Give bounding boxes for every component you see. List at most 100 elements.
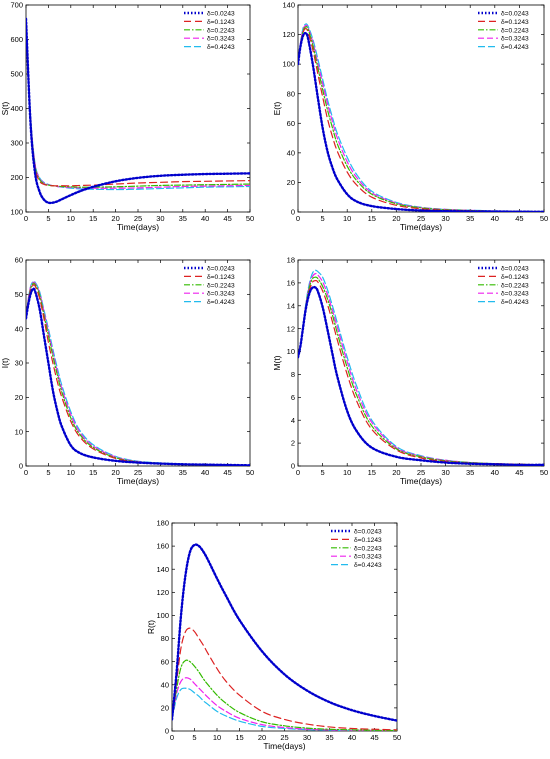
legend-label: δ=0.0243 <box>501 11 529 18</box>
legend-label: δ=0.2243 <box>501 27 529 34</box>
x-tick-label: 0 <box>24 468 28 477</box>
chart-panel-5: 0 5 10 15 20 25 30 35 40 45 50 0 20 40 60 80 100 120 140 16… <box>146 519 401 751</box>
series-group <box>26 280 250 466</box>
x-tick-label: 20 <box>392 214 400 223</box>
series-group <box>26 17 250 205</box>
legend-label: δ=0.0243 <box>207 11 235 18</box>
legend-label: δ=0.3243 <box>501 291 529 298</box>
legend-label: δ=0.4243 <box>501 44 529 51</box>
x-tick-label: 30 <box>303 733 311 742</box>
x-tick-label: 45 <box>223 468 231 477</box>
y-tick-label: 120 <box>282 30 295 39</box>
y-tick-label: 600 <box>10 35 23 44</box>
series-line-2 <box>298 27 544 212</box>
axes-box <box>297 4 545 213</box>
legend-label: δ=0.1243 <box>207 274 235 281</box>
legend-label: δ=0.3243 <box>501 36 529 43</box>
y-tick-label: 500 <box>10 70 23 79</box>
y-tick-label: 30 <box>15 359 23 368</box>
y-tick-label: 180 <box>156 519 169 528</box>
series-line-3 <box>172 659 397 731</box>
x-tick-label: 20 <box>111 214 119 223</box>
series-line-5 <box>172 687 397 731</box>
legend-label: δ=0.3243 <box>354 554 382 561</box>
legend-label: δ=0.4243 <box>354 562 382 569</box>
y-tick-label: 2 <box>291 439 295 448</box>
series-line-4 <box>172 677 397 731</box>
y-tick-label: 120 <box>156 588 169 597</box>
x-tick-label: 25 <box>417 468 425 477</box>
y-tick-label: 20 <box>287 178 295 187</box>
x-tick-label: 10 <box>343 214 351 223</box>
y-tick-label: 20 <box>161 703 169 712</box>
x-tick-label: 5 <box>192 733 196 742</box>
x-tick-label: 10 <box>67 214 75 223</box>
series-line-2 <box>26 18 250 187</box>
y-tick-label: 50 <box>15 290 23 299</box>
y-tick-label: 160 <box>156 542 169 551</box>
y-tick-label: 0 <box>19 462 23 471</box>
x-axis-label: Time(days) <box>400 476 442 486</box>
x-tick-label: 50 <box>246 468 254 477</box>
x-tick-label: 0 <box>24 214 28 223</box>
x-tick-label: 15 <box>368 468 376 477</box>
y-tick-label: 400 <box>10 104 23 113</box>
x-tick-label: 0 <box>170 733 174 742</box>
y-tick-label: 4 <box>291 416 295 425</box>
x-axis-label: Time(days) <box>117 476 159 486</box>
series-group <box>298 23 544 212</box>
y-tick-label: 80 <box>161 634 169 643</box>
y-tick-label: 60 <box>161 657 169 666</box>
x-tick-label: 25 <box>134 214 142 223</box>
legend-label: δ=0.4243 <box>207 299 235 306</box>
x-tick-label: 30 <box>441 214 449 223</box>
x-tick-label: 25 <box>417 214 425 223</box>
x-tick-label: 0 <box>296 468 300 477</box>
x-tick-label: 35 <box>179 214 187 223</box>
y-tick-label: 140 <box>156 565 169 574</box>
x-tick-label: 10 <box>343 468 351 477</box>
y-tick-label: 40 <box>15 324 23 333</box>
legend-label: δ=0.1243 <box>501 19 529 26</box>
y-tick-label: 0 <box>165 727 169 736</box>
x-axis-label: Time(days) <box>263 741 305 751</box>
axes-box <box>171 522 398 732</box>
x-tick-label: 25 <box>134 468 142 477</box>
x-tick-label: 45 <box>223 214 231 223</box>
y-axis-label: E(t) <box>272 101 282 115</box>
legend-label: δ=0.0243 <box>354 529 382 536</box>
y-axis-label: M(t) <box>272 355 282 370</box>
legend-label: δ=0.3243 <box>207 291 235 298</box>
x-tick-label: 35 <box>325 733 333 742</box>
legend-label: δ=0.1243 <box>501 274 529 281</box>
x-tick-label: 5 <box>46 214 50 223</box>
series-line-1 <box>26 287 250 466</box>
legend-label: δ=0.0243 <box>501 266 529 273</box>
series-line-3 <box>26 18 250 188</box>
x-tick-label: 5 <box>46 468 50 477</box>
x-tick-label: 15 <box>89 468 97 477</box>
y-tick-label: 40 <box>287 148 295 157</box>
y-tick-label: 8 <box>291 370 295 379</box>
chart-panel-1: 0 5 10 15 20 25 30 35 40 45 50 100 200 300 400 500 600 70… <box>0 1 254 232</box>
legend-label: δ=0.2243 <box>207 27 235 34</box>
series-line-4 <box>298 273 544 466</box>
legend-label: δ=0.2243 <box>207 282 235 289</box>
legend-label: δ=0.1243 <box>207 19 235 26</box>
series-line-1 <box>298 31 544 212</box>
x-tick-label: 40 <box>201 468 209 477</box>
y-tick-label: 40 <box>161 680 169 689</box>
x-tick-label: 25 <box>280 733 288 742</box>
x-tick-label: 30 <box>441 468 449 477</box>
x-tick-label: 10 <box>213 733 221 742</box>
series-line-5 <box>298 23 544 212</box>
x-tick-label: 5 <box>321 468 325 477</box>
y-tick-label: 0 <box>291 208 295 217</box>
x-tick-label: 5 <box>321 214 325 223</box>
y-tick-label: 80 <box>287 89 295 98</box>
x-tick-label: 50 <box>540 214 548 223</box>
y-axis-label: I(t) <box>0 358 10 369</box>
